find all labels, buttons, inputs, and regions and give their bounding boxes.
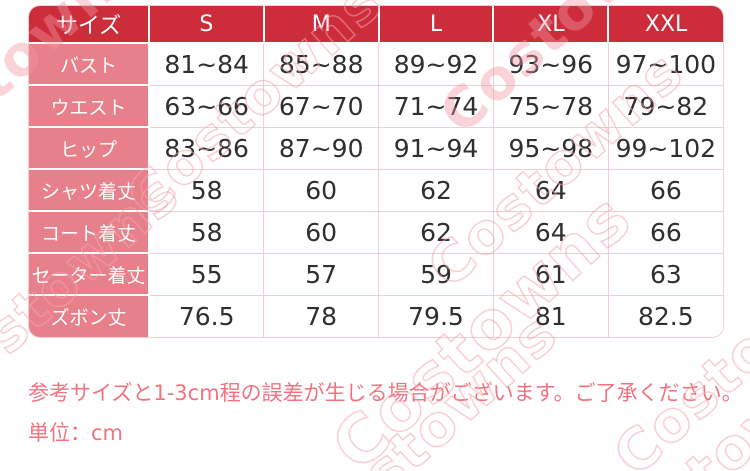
size-value: 82.5	[607, 294, 723, 337]
size-value: 81~84	[148, 42, 265, 86]
size-value: 66	[607, 168, 723, 212]
size-value: 62	[378, 210, 494, 254]
header-row: サイズ S M L XL XXL	[29, 6, 723, 44]
size-tolerance-note: 参考サイズと1-3cm程の誤差が生じる場合がございます。ご了承ください。	[28, 381, 743, 405]
table-row-pants-length: ズボン丈 76.5 78 79.5 81 82.5	[29, 294, 723, 337]
size-value: 78	[263, 294, 380, 337]
column-header-xl: XL	[492, 6, 610, 44]
size-value: 58	[148, 168, 265, 212]
row-label: ヒップ	[29, 126, 150, 170]
size-value: 83~86	[148, 126, 265, 170]
row-label: コート着丈	[29, 210, 150, 254]
column-header-m: M	[262, 6, 380, 44]
row-label: ウエスト	[29, 84, 150, 128]
size-value: 60	[263, 210, 380, 254]
size-value: 75~78	[492, 84, 609, 128]
unit-note: 単位：cm	[28, 421, 124, 445]
size-value: 57	[263, 252, 380, 296]
size-value: 93~96	[492, 42, 609, 86]
size-value: 89~92	[378, 42, 494, 86]
size-value: 64	[492, 210, 609, 254]
size-value: 64	[492, 168, 609, 212]
size-value: 61	[492, 252, 609, 296]
corner-header-size: サイズ	[29, 6, 150, 44]
size-value: 97~100	[607, 42, 723, 86]
footer-notes: 参考サイズと1-3cm程の誤差が生じる場合がございます。ご了承ください。 単位：…	[28, 383, 743, 444]
row-label: セーター着丈	[29, 252, 150, 296]
size-chart-table: サイズ S M L XL XXL バスト 81~84 85~88 89~92 9…	[29, 6, 723, 337]
size-value: 67~70	[263, 84, 380, 128]
table-row-waist: ウエスト 63~66 67~70 71~74 75~78 79~82	[29, 84, 723, 128]
size-value: 76.5	[148, 294, 265, 337]
size-value: 55	[148, 252, 265, 296]
column-header-xxl: XXL	[607, 6, 723, 44]
table-row-hip: ヒップ 83~86 87~90 91~94 95~98 99~102	[29, 126, 723, 170]
size-value: 60	[263, 168, 380, 212]
size-value: 79~82	[607, 84, 723, 128]
table-row-shirt-length: シャツ着丈 58 60 62 64 66	[29, 168, 723, 212]
row-label: シャツ着丈	[29, 168, 150, 212]
size-value: 81	[492, 294, 609, 337]
size-value: 58	[148, 210, 265, 254]
column-header-s: S	[148, 6, 265, 44]
size-value: 71~74	[378, 84, 494, 128]
row-label: ズボン丈	[29, 294, 150, 337]
size-value: 63	[607, 252, 723, 296]
size-value: 85~88	[263, 42, 380, 86]
column-header-l: L	[377, 6, 495, 44]
size-value: 99~102	[607, 126, 723, 170]
table-row-bust: バスト 81~84 85~88 89~92 93~96 97~100	[29, 42, 723, 86]
size-value: 62	[378, 168, 494, 212]
table-row-coat-length: コート着丈 58 60 62 64 66	[29, 210, 723, 254]
table-row-sweater-length: セーター着丈 55 57 59 61 63	[29, 252, 723, 296]
size-value: 59	[378, 252, 494, 296]
size-value: 63~66	[148, 84, 265, 128]
row-label: バスト	[29, 42, 150, 86]
size-value: 87~90	[263, 126, 380, 170]
size-value: 95~98	[492, 126, 609, 170]
size-value: 66	[607, 210, 723, 254]
size-chart-table-container: サイズ S M L XL XXL バスト 81~84 85~88 89~92 9…	[28, 5, 724, 338]
size-value: 79.5	[378, 294, 494, 337]
size-value: 91~94	[378, 126, 494, 170]
